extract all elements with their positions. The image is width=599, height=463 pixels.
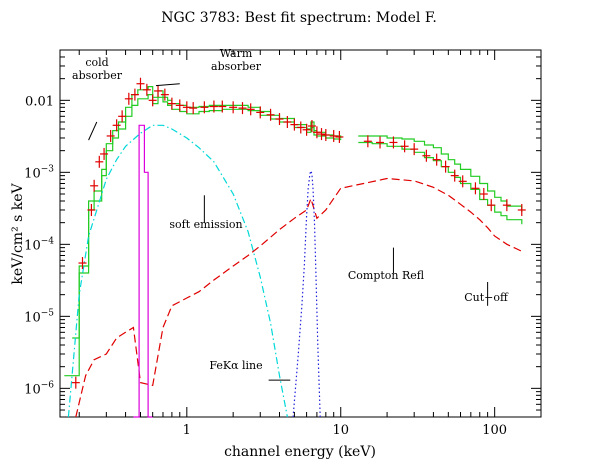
series-model-total-lo xyxy=(64,94,342,377)
series-model-hard-lo xyxy=(358,141,523,225)
y-tick-label: 10−3 xyxy=(24,164,54,181)
annotation-compton-refl-text: Compton Refl xyxy=(348,269,425,282)
plot-frame xyxy=(59,49,542,418)
y-tick-label: 0.01 xyxy=(25,94,54,109)
series-feka-line xyxy=(292,168,321,418)
annotation-soft-emission-text: soft emission xyxy=(169,218,242,231)
x-tick-label: 1 xyxy=(183,423,191,438)
chart-title: NGC 3783: Best fit spectrum: Model F. xyxy=(161,10,437,26)
annotation-warm-absorber-pointer xyxy=(155,83,180,87)
x-tick-label: 100 xyxy=(482,423,507,438)
annotation-feka-line-text: FeKα line xyxy=(209,359,262,372)
annotation-cut-off-text: Cut−off xyxy=(464,291,509,304)
y-tick-label: 10−6 xyxy=(24,380,54,397)
y-tick-label: 10−5 xyxy=(24,308,54,325)
x-axis-label: channel energy (keV) xyxy=(224,444,376,460)
annotation-cold-absorber-text: absorber xyxy=(72,69,123,82)
series-model-hard-hi xyxy=(358,135,523,213)
data-points-layer xyxy=(71,77,526,389)
series-compton-reflection xyxy=(75,177,523,418)
x-tick-label: 10 xyxy=(332,423,349,438)
annotation-cold-absorber-text: cold xyxy=(85,56,108,69)
series-layer xyxy=(64,86,523,418)
y-axis-label: keV/cm² s keV xyxy=(10,182,26,284)
series-line-feature-0.5keV xyxy=(133,124,153,418)
tick-labels: 1 10 100 10−6 10−5 10−4 10−3 0.01 xyxy=(24,94,507,438)
axis-ticks xyxy=(60,49,542,418)
annotation-warm-absorber-text: Warm xyxy=(220,47,253,60)
annotation-cold-absorber-pointer xyxy=(88,121,98,141)
annotation-warm-absorber-text: absorber xyxy=(211,60,262,73)
series-soft-emission xyxy=(67,124,288,418)
y-tick-label: 10−4 xyxy=(24,236,54,253)
